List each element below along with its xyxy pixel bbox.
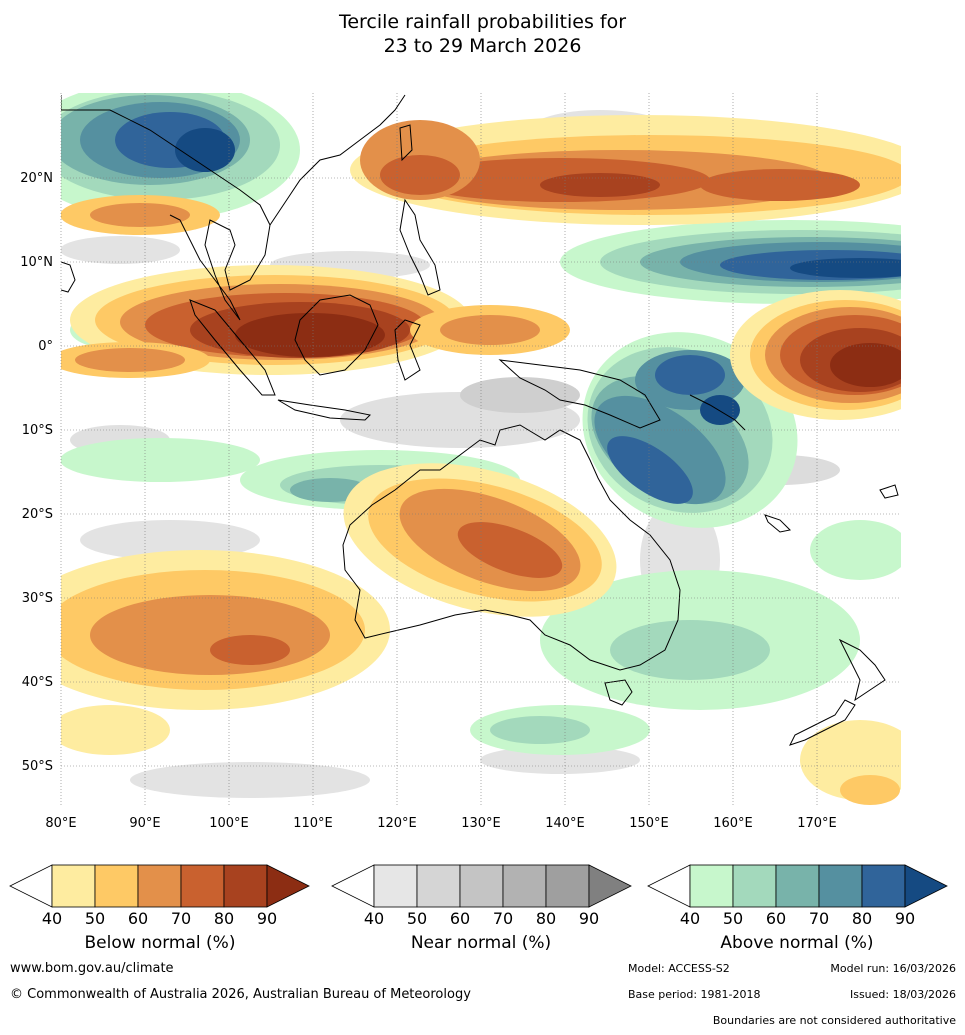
java-outline	[277, 399, 372, 421]
website-link[interactable]: www.bom.gov.au/climate	[10, 961, 174, 976]
gridlines	[60, 93, 901, 806]
legend-tick: 80	[536, 909, 556, 928]
legend-swatch	[51, 864, 96, 908]
legend-tick: 70	[171, 909, 191, 928]
lat-tick: 10°S	[22, 423, 53, 438]
copyright-text: © Commonwealth of Australia 2026, Austra…	[10, 987, 471, 1002]
legend-tick: 60	[128, 909, 148, 928]
disclaimer-text: Boundaries are not considered authoritat…	[712, 1014, 956, 1027]
legend-tick: 60	[766, 909, 786, 928]
lon-ticks: 80°E 90°E 100°E 110°E 120°E 130°E 140°E …	[45, 816, 836, 831]
legend-near-normal: 40 50 60 70 80 90	[331, 864, 632, 928]
map-title: Tercile rainfall probabilities for 23 to…	[0, 10, 965, 58]
new-guinea-outline	[498, 359, 661, 429]
legend-arrow-low	[9, 864, 53, 908]
legend-tick: 40	[680, 909, 700, 928]
legend-swatch	[94, 864, 139, 908]
lon-tick: 80°E	[45, 816, 76, 831]
legend-tick: 80	[214, 909, 234, 928]
title-line-2: 23 to 29 March 2026	[383, 35, 582, 57]
legend-swatch	[180, 864, 225, 908]
legend-swatch	[818, 864, 863, 908]
fiji-outline	[879, 484, 899, 499]
legend-swatch	[502, 864, 547, 908]
sumatra-outline	[189, 299, 276, 396]
legend-swatch	[775, 864, 820, 908]
lat-tick: 0°	[38, 339, 53, 354]
lon-tick: 130°E	[461, 816, 501, 831]
model-text: Model: ACCESS-S2	[628, 962, 730, 975]
legend-tick: 90	[895, 909, 915, 928]
legend-swatch	[137, 864, 182, 908]
philippines-outline	[399, 198, 441, 296]
legend-swatch	[416, 864, 461, 908]
legend-arrow-high	[266, 864, 310, 908]
title-line-1: Tercile rainfall probabilities for	[338, 11, 627, 33]
legend-tick: 90	[257, 909, 277, 928]
sulawesi-outline	[394, 319, 421, 381]
lat-tick: 10°N	[20, 255, 53, 270]
legend-swatch	[373, 864, 418, 908]
lon-tick: 150°E	[629, 816, 669, 831]
lat-tick: 30°S	[22, 591, 53, 606]
probability-field	[61, 93, 901, 806]
lat-tick: 40°S	[22, 675, 53, 690]
lat-tick: 20°S	[22, 507, 53, 522]
legend-arrow-high	[588, 864, 632, 908]
sri-lanka-outline	[61, 261, 76, 293]
legend-tick: 70	[493, 909, 513, 928]
legend-tick: 40	[42, 909, 62, 928]
legend-tick: 50	[723, 909, 743, 928]
lon-tick: 140°E	[545, 816, 585, 831]
lat-ticks: 20°N 10°N 0° 10°S 20°S 30°S 40°S 50°S	[20, 171, 53, 774]
issued-text: Issued: 18/03/2026	[849, 988, 956, 1001]
lat-tick: 20°N	[20, 171, 53, 186]
legend-swatch	[459, 864, 504, 908]
legend-tick: 90	[579, 909, 599, 928]
nz-south-island-outline	[789, 699, 856, 746]
legend-tick: 40	[364, 909, 384, 928]
australia-outline	[342, 424, 681, 671]
nz-north-island-outline	[838, 638, 886, 702]
legend-arrow-high	[904, 864, 948, 908]
solomon-islands-outline	[689, 394, 746, 431]
base-period-text: Base period: 1981-2018	[628, 988, 761, 1001]
legend-label-near: Near normal (%)	[411, 933, 551, 953]
legend-above-normal: 40 50 60 70 80 90	[647, 864, 948, 928]
lon-tick: 110°E	[293, 816, 333, 831]
legend-label-above: Above normal (%)	[720, 933, 873, 953]
lon-tick: 90°E	[129, 816, 160, 831]
lon-tick: 160°E	[713, 816, 753, 831]
legend-label-below: Below normal (%)	[85, 933, 236, 953]
legend-tick: 80	[852, 909, 872, 928]
asia-coastline	[61, 94, 406, 321]
new-caledonia-outline	[764, 514, 792, 533]
legend-swatch	[732, 864, 777, 908]
legend-tick: 60	[450, 909, 470, 928]
legend-tick: 50	[85, 909, 105, 928]
legend-swatch	[545, 864, 590, 908]
model-run-text: Model run: 16/03/2026	[830, 962, 956, 975]
borneo-outline	[294, 294, 379, 376]
legend-swatch	[861, 864, 906, 908]
lon-tick: 120°E	[377, 816, 417, 831]
legend-swatch	[689, 864, 734, 908]
lat-tick: 50°S	[22, 759, 53, 774]
lon-tick: 170°E	[797, 816, 837, 831]
taiwan-outline	[399, 124, 413, 162]
legend-arrow-low	[647, 864, 691, 908]
legend-tick: 70	[809, 909, 829, 928]
legend-arrow-low	[331, 864, 375, 908]
tasmania-outline	[604, 679, 633, 706]
legend-below-normal: 40 50 60 70 80 90	[9, 864, 310, 928]
legend-swatch	[223, 864, 268, 908]
legend-tick: 50	[407, 909, 427, 928]
lon-tick: 100°E	[209, 816, 249, 831]
